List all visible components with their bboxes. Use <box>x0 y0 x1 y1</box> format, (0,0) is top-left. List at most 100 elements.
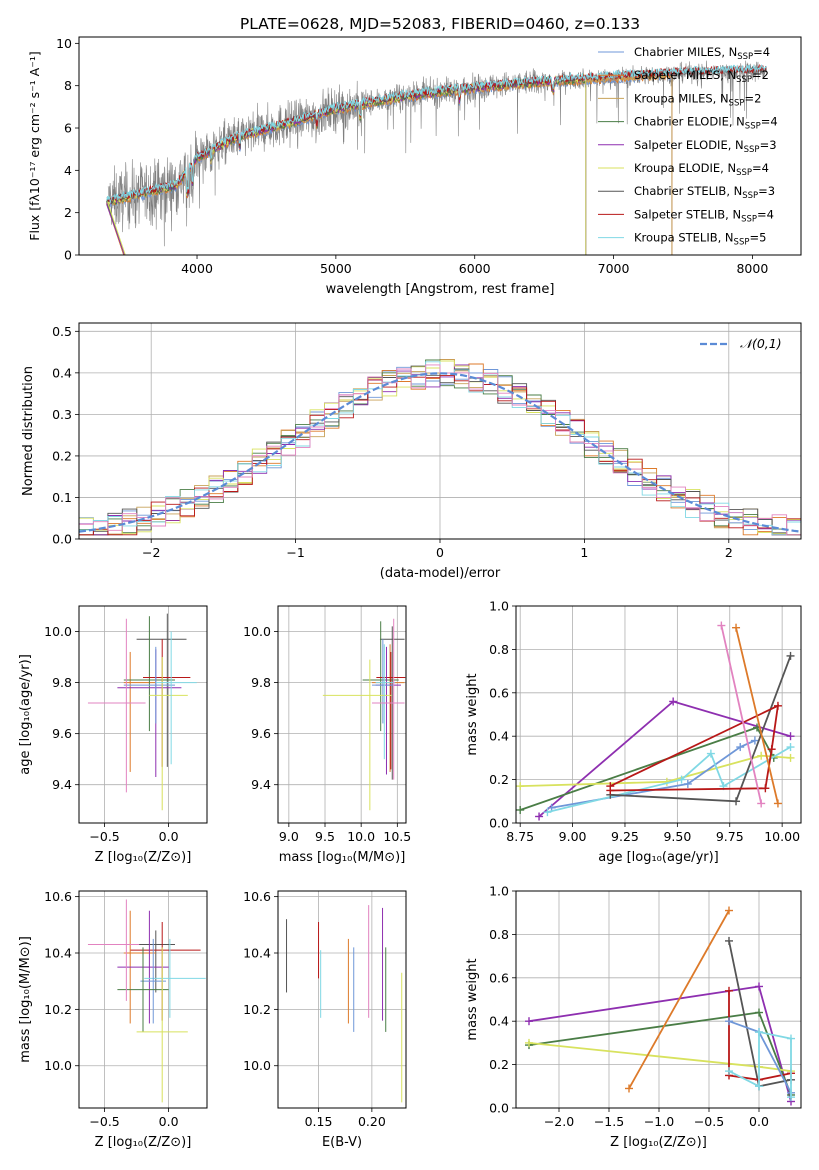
y-tick-label: 1.0 <box>489 599 509 614</box>
y-axis-label: mass weight <box>465 673 480 755</box>
y-tick-label: 9.6 <box>251 726 271 741</box>
model-line-kroupa-stelib <box>106 64 767 204</box>
weight-marker <box>516 805 525 814</box>
x-tick-label: 0.0 <box>159 1114 179 1129</box>
x-axis-label: Z [log₁₀(Z/Z⊙)] <box>95 1135 192 1150</box>
weight-marker <box>732 623 741 632</box>
y-tick-label: 10.0 <box>44 624 72 639</box>
y-axis-label: Flux [fλ10⁻¹⁷ erg cm⁻² s⁻¹ A⁻¹] <box>27 51 42 240</box>
x-axis-label: (data-model)/error <box>380 566 501 581</box>
errorbar-point <box>123 651 156 772</box>
weight-marker <box>606 782 615 791</box>
plot-area-spectrum <box>105 60 767 255</box>
weight-marker <box>736 743 745 752</box>
y-tick-label: 9.8 <box>251 675 271 690</box>
weight-marker <box>683 779 692 788</box>
x-tick-label: 9.00 <box>559 829 587 844</box>
x-tick-label: 5000 <box>320 261 352 276</box>
errorbar-point <box>143 639 191 767</box>
weight-marker <box>725 906 733 915</box>
y-tick-label: 9.4 <box>251 777 271 792</box>
x-tick-label: 8.75 <box>506 829 534 844</box>
x-tick-label: 9.0 <box>279 829 299 844</box>
errorbar-point <box>372 644 405 772</box>
weight-line <box>735 627 779 804</box>
weight-marker <box>725 986 733 995</box>
y-tick-label: 8 <box>64 78 72 93</box>
weight-marker <box>543 808 552 817</box>
weight-marker <box>717 621 726 630</box>
y-tick-label: 0.3 <box>52 407 72 422</box>
errorbar-point <box>372 639 394 724</box>
weight-line <box>528 985 792 1102</box>
y-tick-label: 6 <box>64 121 72 136</box>
y-tick-label: 0 <box>64 248 72 263</box>
weight-marker <box>706 749 715 758</box>
figure-title: PLATE=0628, MJD=52083, FIBERID=0460, z=0… <box>240 15 640 33</box>
legend-label: Chabrier STELIB, NSSP=3 <box>634 184 775 201</box>
y-tick-label: 10.4 <box>243 946 271 961</box>
x-tick-label: −2 <box>142 545 160 560</box>
y-tick-label: 10.0 <box>243 624 271 639</box>
panel-mass_vs_Z: −0.5 0.0 10.0 10.2 10.4 10.6 Z [log₁₀(Z/Z⊙)] ma… <box>18 889 208 1150</box>
weight-marker <box>757 751 766 760</box>
errorbar-point <box>372 618 405 780</box>
x-tick-label: −1 <box>286 545 304 560</box>
x-tick-label: −1.5 <box>594 1114 624 1129</box>
weight-marker <box>755 982 763 991</box>
weight-marker <box>525 1038 533 1047</box>
x-tick-label: 0.20 <box>358 1114 386 1129</box>
y-tick-label: 0.6 <box>489 970 509 985</box>
x-tick-label: 0.0 <box>159 829 179 844</box>
axes-frame <box>515 890 802 1109</box>
weight-line <box>520 754 791 787</box>
weight-marker <box>535 812 544 821</box>
y-tick-label: 0.0 <box>489 1101 509 1116</box>
y-tick-label: 9.6 <box>52 726 72 741</box>
histogram-step <box>79 375 801 536</box>
histogram-step <box>79 364 801 536</box>
weight-marker <box>750 736 759 745</box>
weight-marker <box>755 1028 763 1037</box>
weight-marker <box>516 782 525 791</box>
panel-spectrum: 4000 5000 6000 7000 8000 0 2 4 6 8 10 wavelength [A… <box>27 36 802 297</box>
plot-area-age_vs_Z <box>79 606 207 823</box>
weight-marker <box>525 1017 533 1026</box>
errorbar-point <box>136 613 187 767</box>
weight-marker <box>669 697 678 706</box>
legend-label: 𝒩(0,1) <box>740 336 782 351</box>
panel-weight_vs_age: 8.75 9.00 9.25 9.50 9.75 10.00 0.0 0.2 0.4 0.6 0.8… <box>465 599 802 865</box>
legend-label: Salpeter ELODIE, NSSP=3 <box>634 138 777 155</box>
y-tick-label: 0.2 <box>489 772 509 787</box>
weight-marker <box>787 1093 795 1102</box>
x-axis-label: Z [log₁₀(Z/Z⊙)] <box>95 850 192 865</box>
weight-marker <box>786 753 795 762</box>
errorbar-point <box>117 947 169 1032</box>
y-tick-label: 10 <box>56 36 72 51</box>
errorbar-point <box>362 621 399 732</box>
weight-marker <box>773 701 782 710</box>
x-tick-label: −0.5 <box>694 1114 724 1129</box>
panel-age_vs_mass: 9.0 9.5 10.0 10.5 9.4 9.6 9.8 10.0 mass [log₁₀(M… <box>243 605 411 865</box>
model-line-salpeter-stelib <box>106 63 767 202</box>
x-axis-label: age [log₁₀(age/yr)] <box>598 850 719 865</box>
plot-area-weight_vs_Z <box>516 891 801 1108</box>
weight-marker <box>732 797 741 806</box>
errorbar-point <box>322 659 392 811</box>
x-tick-label: −0.5 <box>89 1114 119 1129</box>
x-axis-label: wavelength [Angstrom, rest frame] <box>326 282 555 297</box>
x-tick-label: 8000 <box>736 261 768 276</box>
plot-area-weight_vs_age <box>516 606 801 823</box>
x-tick-label: 10.0 <box>347 829 375 844</box>
weight-marker <box>786 732 795 741</box>
y-axis-label: Normed distribution <box>21 366 36 496</box>
y-tick-label: 1.0 <box>489 884 509 899</box>
errorbar-point <box>144 938 206 1018</box>
x-tick-label: −2.0 <box>544 1114 574 1129</box>
y-tick-label: 0.4 <box>489 1014 509 1029</box>
y-tick-label: 10.4 <box>44 946 72 961</box>
weight-marker <box>761 784 770 793</box>
legend-label: Chabrier MILES, NSSP=4 <box>634 45 770 62</box>
axes-frame <box>78 605 208 824</box>
weight-marker <box>767 745 776 754</box>
